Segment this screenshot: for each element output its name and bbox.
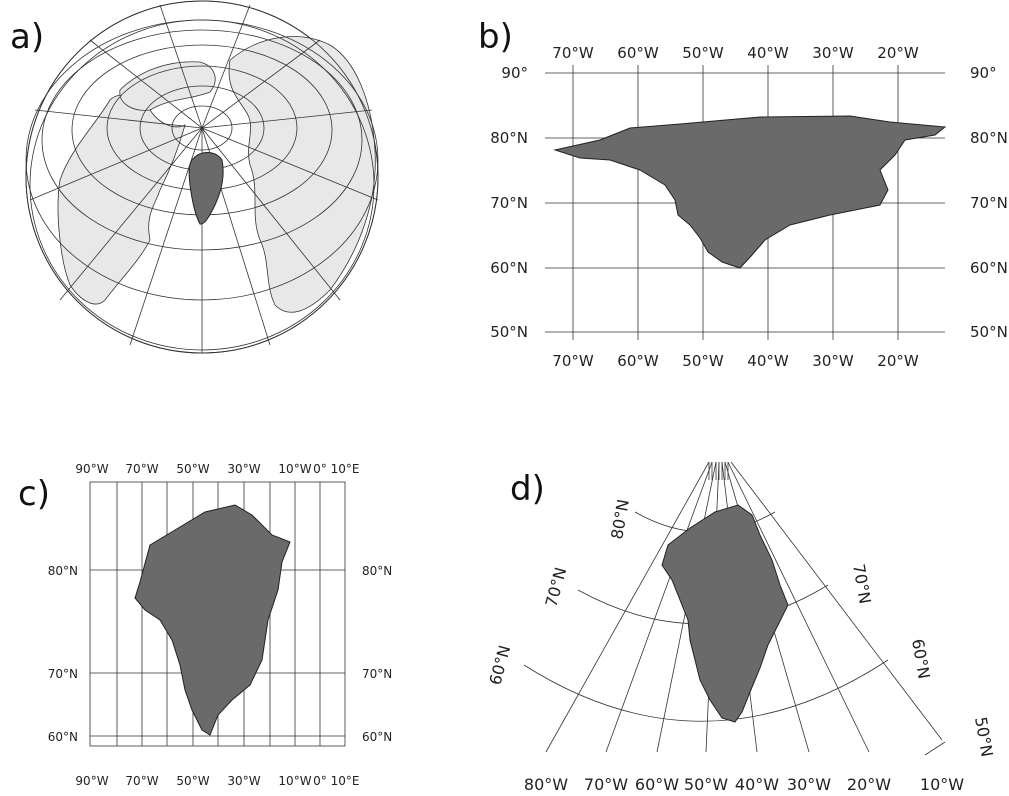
c-right-lat-2: 60°N: [362, 730, 392, 744]
c-right-lat-0: 80°N: [362, 564, 392, 578]
panel-c-bottom-lon-labels: 90°W 70°W 50°W 30°W 10°W 0° 10°E: [75, 774, 359, 788]
d-lon-1: 70°W: [584, 775, 628, 794]
greenland-panel-d: [661, 504, 789, 723]
globe-graticule: [25, 0, 379, 354]
b-right-lat-4: 50°N: [970, 323, 1008, 341]
europe-asia-landmass: [228, 36, 376, 313]
b-left-lat-2: 70°N: [490, 194, 528, 212]
panel-b-label: b): [478, 17, 513, 57]
d-lon-2: 60°W: [635, 775, 679, 794]
b-right-lat-0: 90°: [970, 64, 997, 82]
b-top-lon-5: 20°W: [877, 44, 919, 62]
panel-c-map: [89, 481, 346, 747]
b-top-lon-1: 60°W: [617, 44, 659, 62]
c-bot-lon-4: 10°W: [278, 774, 311, 788]
panel-d-map: [523, 461, 946, 756]
panel-b-top-lon-labels: 70°W 60°W 50°W 40°W 30°W 20°W: [552, 44, 919, 62]
b-right-lat-3: 60°N: [970, 259, 1008, 277]
c-left-lat-1: 70°N: [48, 667, 78, 681]
d-lat-70-right: 70°N: [849, 562, 875, 605]
b-right-lat-2: 70°N: [970, 194, 1008, 212]
c-left-lat-2: 60°N: [48, 730, 78, 744]
c-top-lon-3: 30°W: [227, 462, 260, 476]
b-top-lon-0: 70°W: [552, 44, 594, 62]
b-bot-lon-0: 70°W: [552, 352, 594, 370]
b-bot-lon-5: 20°W: [877, 352, 919, 370]
panel-d-lat-labels: 80°N 70°N 60°N 70°N 60°N 50°N: [486, 498, 997, 759]
panel-d-label: d): [510, 469, 545, 509]
d-lon-4: 40°W: [735, 775, 779, 794]
panel-c-top-lon-labels: 90°W 70°W 50°W 30°W 10°W 0° 10°E: [75, 462, 359, 476]
c-bot-lon-5: 0°: [313, 774, 327, 788]
b-bot-lon-3: 40°W: [747, 352, 789, 370]
c-left-lat-0: 80°N: [48, 564, 78, 578]
b-top-lon-4: 30°W: [812, 44, 854, 62]
c-top-lon-2: 50°W: [176, 462, 209, 476]
c-bot-lon-3: 30°W: [227, 774, 260, 788]
c-bot-lon-0: 90°W: [75, 774, 108, 788]
c-bot-lon-2: 50°W: [176, 774, 209, 788]
d-lat-70-left: 70°N: [542, 565, 571, 609]
c-bot-lon-6: 10°E: [331, 774, 360, 788]
panel-b-left-lat-labels: 90° 80°N 70°N 60°N 50°N: [490, 64, 528, 341]
b-top-lon-3: 40°W: [747, 44, 789, 62]
d-lon-7: 10°W: [920, 775, 964, 794]
b-left-lat-0: 90°: [501, 64, 528, 82]
d-lon-6: 20°W: [847, 775, 891, 794]
greenland-panel-c: [134, 504, 291, 736]
greenland-globe: [188, 152, 224, 225]
d-lat-60-left: 60°N: [486, 643, 515, 687]
c-top-lon-5: 0°: [313, 462, 327, 476]
arctic-islands: [119, 61, 216, 111]
panel-b-right-lat-labels: 90° 80°N 70°N 60°N 50°N: [970, 64, 1008, 341]
c-top-lon-4: 10°W: [278, 462, 311, 476]
north-america-landmass: [57, 94, 186, 305]
b-left-lat-1: 80°N: [490, 129, 528, 147]
d-lon-5: 30°W: [787, 775, 831, 794]
b-bot-lon-2: 50°W: [682, 352, 724, 370]
d-lon-0: 80°W: [524, 775, 568, 794]
b-top-lon-2: 50°W: [682, 44, 724, 62]
c-bot-lon-1: 70°W: [125, 774, 158, 788]
panel-b-map: [545, 65, 947, 340]
panel-b-bottom-lon-labels: 70°W 60°W 50°W 40°W 30°W 20°W: [552, 352, 919, 370]
greenland-equirect: [553, 115, 947, 269]
b-right-lat-1: 80°N: [970, 129, 1008, 147]
b-left-lat-4: 50°N: [490, 323, 528, 341]
c-top-lon-1: 70°W: [125, 462, 158, 476]
panel-a-label: a): [10, 17, 44, 57]
panel-c-right-lat-labels: 80°N 70°N 60°N: [362, 564, 392, 744]
panel-c-left-lat-labels: 80°N 70°N 60°N: [48, 564, 78, 744]
panel-c-label: c): [18, 474, 50, 514]
c-right-lat-1: 70°N: [362, 667, 392, 681]
globe-map: [25, 0, 379, 354]
d-lon-3: 50°W: [684, 775, 728, 794]
c-top-lon-6: 10°E: [331, 462, 360, 476]
b-bot-lon-1: 60°W: [617, 352, 659, 370]
c-top-lon-0: 90°W: [75, 462, 108, 476]
panel-d-lon-labels: 80°W 70°W 60°W 50°W 40°W 30°W 20°W 10°W: [524, 775, 964, 794]
b-left-lat-3: 60°N: [490, 259, 528, 277]
d-lat-50-right: 50°N: [971, 715, 997, 758]
d-lat-60-right: 60°N: [908, 637, 934, 680]
d-lat-80-left: 80°N: [607, 498, 633, 541]
b-bot-lon-4: 30°W: [812, 352, 854, 370]
